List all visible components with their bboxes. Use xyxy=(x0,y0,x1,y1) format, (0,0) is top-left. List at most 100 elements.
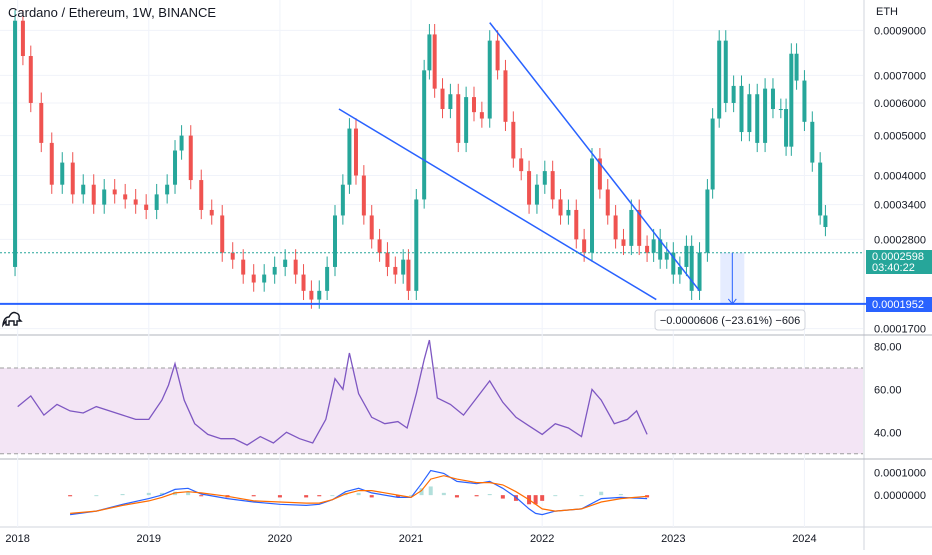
macd-histogram-bar xyxy=(441,492,446,496)
candle xyxy=(39,102,44,143)
candle xyxy=(81,184,86,195)
candle xyxy=(393,266,398,275)
candle xyxy=(621,239,626,246)
macd-histogram-bar xyxy=(186,491,191,496)
candle xyxy=(361,175,366,216)
projection-candle xyxy=(723,40,728,103)
candle xyxy=(542,171,547,185)
candle xyxy=(613,215,618,240)
measure-tool[interactable]: −0.0000606 (−23.61%) −606 xyxy=(654,252,806,331)
candle xyxy=(414,199,419,291)
time-tick-label: 2022 xyxy=(530,533,554,545)
macd-histogram-bar xyxy=(356,492,361,496)
candle xyxy=(173,150,178,185)
projection-candle xyxy=(794,53,799,81)
candle xyxy=(550,171,555,200)
candle xyxy=(566,209,571,216)
candle xyxy=(406,259,411,291)
macd-histogram-bar xyxy=(500,495,505,499)
macd-histogram-bar xyxy=(579,495,584,497)
candle xyxy=(385,252,390,267)
candle xyxy=(272,266,277,275)
candle xyxy=(60,162,65,185)
price-tick-label: 0.0002800 xyxy=(874,234,926,246)
candle xyxy=(590,158,595,253)
price-tick-label: 0.0007000 xyxy=(874,70,926,82)
candle xyxy=(102,189,107,205)
last-price-value: 0.0002598 xyxy=(872,251,924,263)
candle xyxy=(317,290,322,300)
candle xyxy=(519,158,524,172)
macd-histogram-bar xyxy=(317,495,322,497)
rsi-polyline xyxy=(17,339,648,446)
candle xyxy=(471,97,476,113)
price-axis-unit: ETH xyxy=(876,6,898,18)
macd-line xyxy=(70,469,648,516)
measure-label: −0.0000606 (−23.61%) −606 xyxy=(660,315,800,327)
measure-label-box xyxy=(654,309,806,331)
macd-histogram-bar xyxy=(395,495,400,498)
candle xyxy=(13,20,18,267)
candlestick-series xyxy=(13,10,650,309)
candle xyxy=(28,56,33,103)
price-axis[interactable]: 0.0009000 0.0007000 0.0006000 0.0005000 0.00… xyxy=(874,25,926,335)
candle xyxy=(440,88,445,110)
candle xyxy=(487,40,492,119)
candle xyxy=(325,266,330,291)
candle xyxy=(511,121,516,159)
candle xyxy=(301,274,306,291)
projection-candle xyxy=(778,109,783,111)
projection-candle xyxy=(747,94,752,133)
candle xyxy=(49,142,54,185)
time-tick-label: 2023 xyxy=(661,533,685,545)
tradingview-logo-icon[interactable] xyxy=(0,305,24,329)
projection-candle xyxy=(802,80,807,122)
candle xyxy=(20,20,25,57)
projection-candle xyxy=(789,53,794,147)
macd-histogram-bar xyxy=(540,495,545,501)
projection-candle xyxy=(705,189,710,253)
time-tick-label: 2021 xyxy=(399,533,423,545)
last-price-countdown: 03:40:22 xyxy=(872,262,915,274)
candle xyxy=(369,215,374,240)
candle xyxy=(534,184,539,205)
projection-candle xyxy=(763,88,768,143)
candle xyxy=(70,162,75,195)
macd-histogram-bar xyxy=(428,486,433,496)
projection-candle xyxy=(784,109,789,147)
support-badge xyxy=(866,297,932,312)
support-value: 0.0001952 xyxy=(872,299,924,311)
projection-candle xyxy=(710,118,715,190)
candle xyxy=(432,34,437,89)
time-tick-label: 2019 xyxy=(137,533,161,545)
macd-histogram-bar xyxy=(330,495,335,497)
candle xyxy=(91,184,96,205)
candle xyxy=(464,97,469,143)
candle xyxy=(123,194,128,200)
candle xyxy=(251,274,256,283)
macd-tick-label: 0.0000000 xyxy=(874,490,926,502)
candle xyxy=(456,94,461,143)
macd-histogram-bar xyxy=(68,495,73,497)
measure-arrow-head xyxy=(727,298,737,305)
candle xyxy=(422,70,427,200)
rsi-tick-label: 40.00 xyxy=(874,427,902,439)
projection-candle xyxy=(731,85,736,103)
candle xyxy=(230,252,235,260)
candle xyxy=(179,135,184,151)
projection-candle xyxy=(755,94,760,143)
trendlines[interactable] xyxy=(338,22,701,301)
macd-histogram-bar xyxy=(120,494,125,496)
candle xyxy=(353,128,358,176)
macd-histogram-bar xyxy=(251,495,256,497)
projection-candle xyxy=(717,40,722,119)
candle xyxy=(165,184,170,195)
macd-histogram-bar xyxy=(409,495,414,497)
rsi-tick-label: 60.00 xyxy=(874,384,902,396)
candle xyxy=(332,215,337,267)
projection-candle xyxy=(689,245,694,291)
candle xyxy=(597,158,602,190)
candle xyxy=(262,274,267,283)
time-axis[interactable]: 2018 2019 2020 2021 2022 2023 2024 xyxy=(5,533,816,545)
